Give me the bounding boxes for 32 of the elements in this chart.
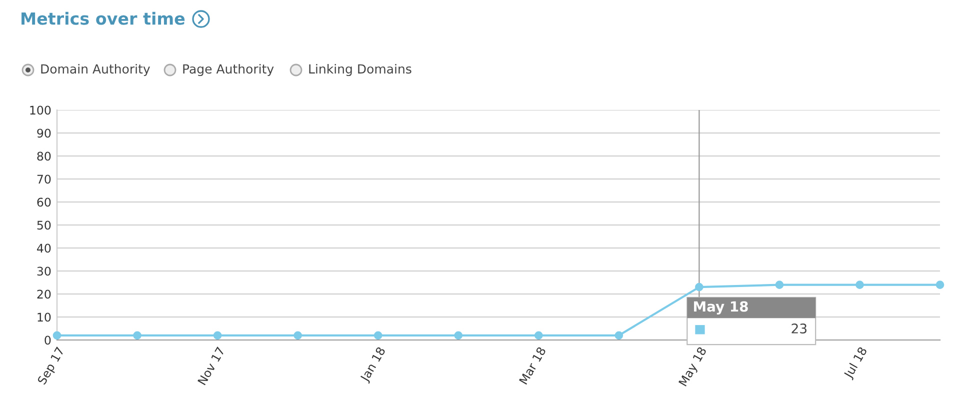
point (775, 280, 784, 289)
chart-title: Metrics over time (22, 12, 185, 25)
y-tick-label: 90 (37, 128, 51, 138)
point (133, 331, 142, 340)
y-tick-label: 30 (37, 266, 51, 276)
y-tick-label: 10 (38, 312, 51, 322)
point (936, 280, 944, 289)
point (454, 331, 463, 340)
annotation: 23 (792, 324, 806, 334)
point (695, 282, 704, 292)
y-tick-label: 60 (37, 198, 51, 207)
text: Linking Domains (309, 64, 412, 76)
y-tick-label: 0 (44, 336, 51, 345)
point (856, 280, 864, 289)
point (374, 331, 382, 340)
point (534, 331, 543, 340)
y-tick-label: 50 (37, 220, 51, 230)
point (52, 331, 62, 340)
text: Domain Authority (41, 64, 150, 76)
text: Page Authority (183, 64, 274, 76)
y-tick-label: 80 (37, 152, 51, 161)
y-tick-label: 40 (37, 244, 51, 253)
y-tick-label: 100 (30, 106, 51, 115)
point (294, 331, 302, 340)
point (213, 331, 222, 340)
point (614, 331, 624, 340)
x-tick-label: Jan 18 (359, 346, 388, 384)
x-tick-label: Sep 17 (37, 346, 66, 386)
text: May 18 (694, 301, 748, 315)
y-tick-label: 20 (37, 290, 51, 299)
x-tick-label: Jul 18 (842, 346, 870, 380)
y-tick-label: 70 (37, 174, 51, 184)
